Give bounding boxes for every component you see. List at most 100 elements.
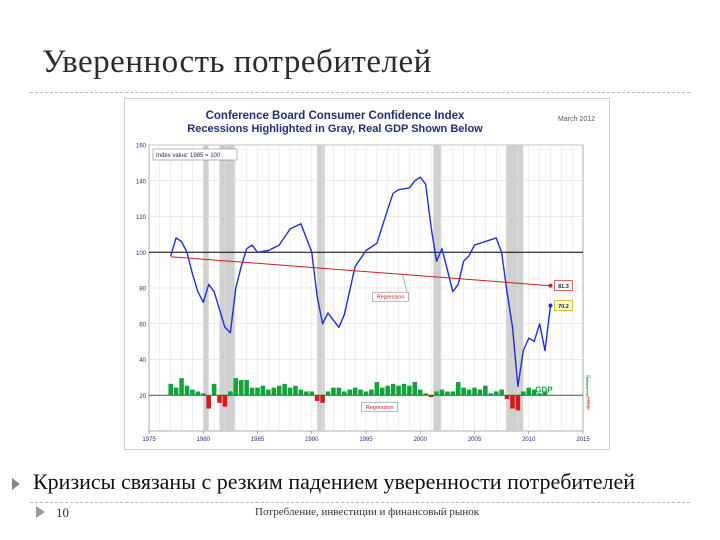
x-tick-label: 1985 <box>251 437 265 443</box>
gdp-axis-tick: 7 <box>586 380 589 385</box>
gdp-axis-tick: 3 <box>586 387 589 392</box>
gdp-bar <box>249 387 255 396</box>
gdp-bar <box>260 385 266 396</box>
gdp-bar <box>200 393 206 396</box>
gdp-bar <box>537 393 542 396</box>
index-note-label: Index value: 1985 = 100 <box>156 153 221 159</box>
gdp-bar <box>222 395 228 407</box>
footer-divider <box>30 502 690 503</box>
gdp-bar <box>304 391 309 396</box>
end-value-label: 81.3 <box>558 284 569 290</box>
x-tick-label: 1980 <box>197 437 211 443</box>
gdp-axis-tick: 6 <box>586 382 589 387</box>
gdp-bar <box>211 383 217 396</box>
gdp-bar <box>407 385 412 396</box>
gdp-bar <box>320 395 325 403</box>
gdp-bar <box>379 387 385 396</box>
gdp-bar <box>347 389 353 396</box>
gdp-bar <box>515 395 521 411</box>
regression-callout: Regression <box>377 295 405 301</box>
gdp-bar <box>428 395 434 398</box>
gdp-axis-tick: -1 <box>586 395 590 400</box>
gdp-bar <box>314 395 320 401</box>
gdp-axis-tick: 8 <box>586 378 589 383</box>
x-tick-label: 2010 <box>522 437 536 443</box>
gdp-bar <box>461 387 466 396</box>
gdp-bar <box>195 391 201 396</box>
gdp-regression-callout-box <box>361 401 398 412</box>
gdp-bar <box>255 387 260 396</box>
gdp-bar <box>374 381 380 396</box>
gdp-bar <box>206 395 211 409</box>
end-value-box <box>554 300 573 311</box>
gdp-axis-tick: -6 <box>586 404 590 409</box>
gdp-bar <box>228 391 233 396</box>
gdp-axis-tick: 10 <box>586 374 591 379</box>
gdp-bar <box>455 381 461 396</box>
gdp-bar <box>466 389 472 396</box>
gdp-bar <box>472 387 477 396</box>
gdp-bar <box>336 387 342 396</box>
y-tick-label: 60 <box>139 322 146 328</box>
gdp-bar <box>173 387 179 396</box>
y-tick-label: 100 <box>136 251 147 257</box>
x-tick-label: 1995 <box>359 437 373 443</box>
chart-svg: 16014012010080604020109876543210-1-2-3-4… <box>136 144 591 444</box>
gdp-axis-tick: -7 <box>586 406 590 411</box>
gdp-bar <box>499 389 504 396</box>
gdp-axis-tick: 4 <box>586 385 589 390</box>
gdp-bar <box>331 387 336 396</box>
gdp-bar <box>352 387 358 396</box>
gdp-axis-tick: 9 <box>586 376 589 381</box>
gdp-bar <box>450 391 456 396</box>
end-point <box>548 303 553 308</box>
gdp-axis-tick: 1 <box>586 391 589 396</box>
gdp-bar <box>488 393 494 396</box>
gdp-bar <box>244 380 249 396</box>
title-divider <box>30 92 690 93</box>
end-value-label: 70.2 <box>558 304 569 310</box>
gdp-bar <box>293 385 298 396</box>
chart-subtitle: Recessions Highlighted in Gray, Real GDP… <box>187 123 483 135</box>
gdp-axis-tick: 5 <box>586 384 589 389</box>
gdp-bar <box>358 389 363 396</box>
gdp-bar <box>287 387 293 396</box>
gdp-bar <box>417 389 423 396</box>
gdp-axis-tick: -2 <box>586 397 590 402</box>
gdp-bar <box>282 383 287 396</box>
gdp-bar <box>390 383 396 396</box>
chart-date: March 2012 <box>558 116 595 123</box>
gdp-bar <box>477 389 483 396</box>
index-note-box <box>152 148 238 161</box>
bullet-arrow-icon <box>12 478 20 490</box>
confidence-line <box>170 176 552 387</box>
gdp-label: GDP <box>535 385 553 394</box>
x-tick-label: 1975 <box>142 437 156 443</box>
gdp-bar <box>276 385 282 396</box>
gdp-bar <box>363 391 369 396</box>
gdp-bar <box>168 383 173 396</box>
gdp-bar <box>542 391 548 396</box>
gdp-axis-tick: 2 <box>586 389 589 394</box>
gdp-bar <box>190 389 195 396</box>
footer-text: Потребление, инвестиции и финансовый рын… <box>255 506 480 518</box>
gdp-bar <box>309 391 315 396</box>
gdp-bar <box>531 389 537 396</box>
gdp-bar <box>521 391 526 396</box>
y-tick-label: 140 <box>136 179 147 185</box>
gdp-bar <box>510 395 515 409</box>
slide-title: Уверенность потребителей <box>42 44 432 80</box>
gdp-bar <box>423 393 428 396</box>
gdp-bar <box>396 385 401 396</box>
regression-callout-pointer <box>401 272 408 293</box>
gdp-bar <box>493 391 499 396</box>
bullet-text: Кризисы связаны с резким падением уверен… <box>33 469 636 494</box>
gdp-bar <box>342 391 347 396</box>
gdp-bar <box>504 395 510 400</box>
gdp-bar <box>369 389 374 396</box>
gdp-bar <box>233 378 239 396</box>
gdp-bar <box>483 385 488 396</box>
gdp-axis-tick: 0 <box>586 393 589 398</box>
y-tick-label: 40 <box>139 358 146 364</box>
end-point <box>548 283 553 288</box>
